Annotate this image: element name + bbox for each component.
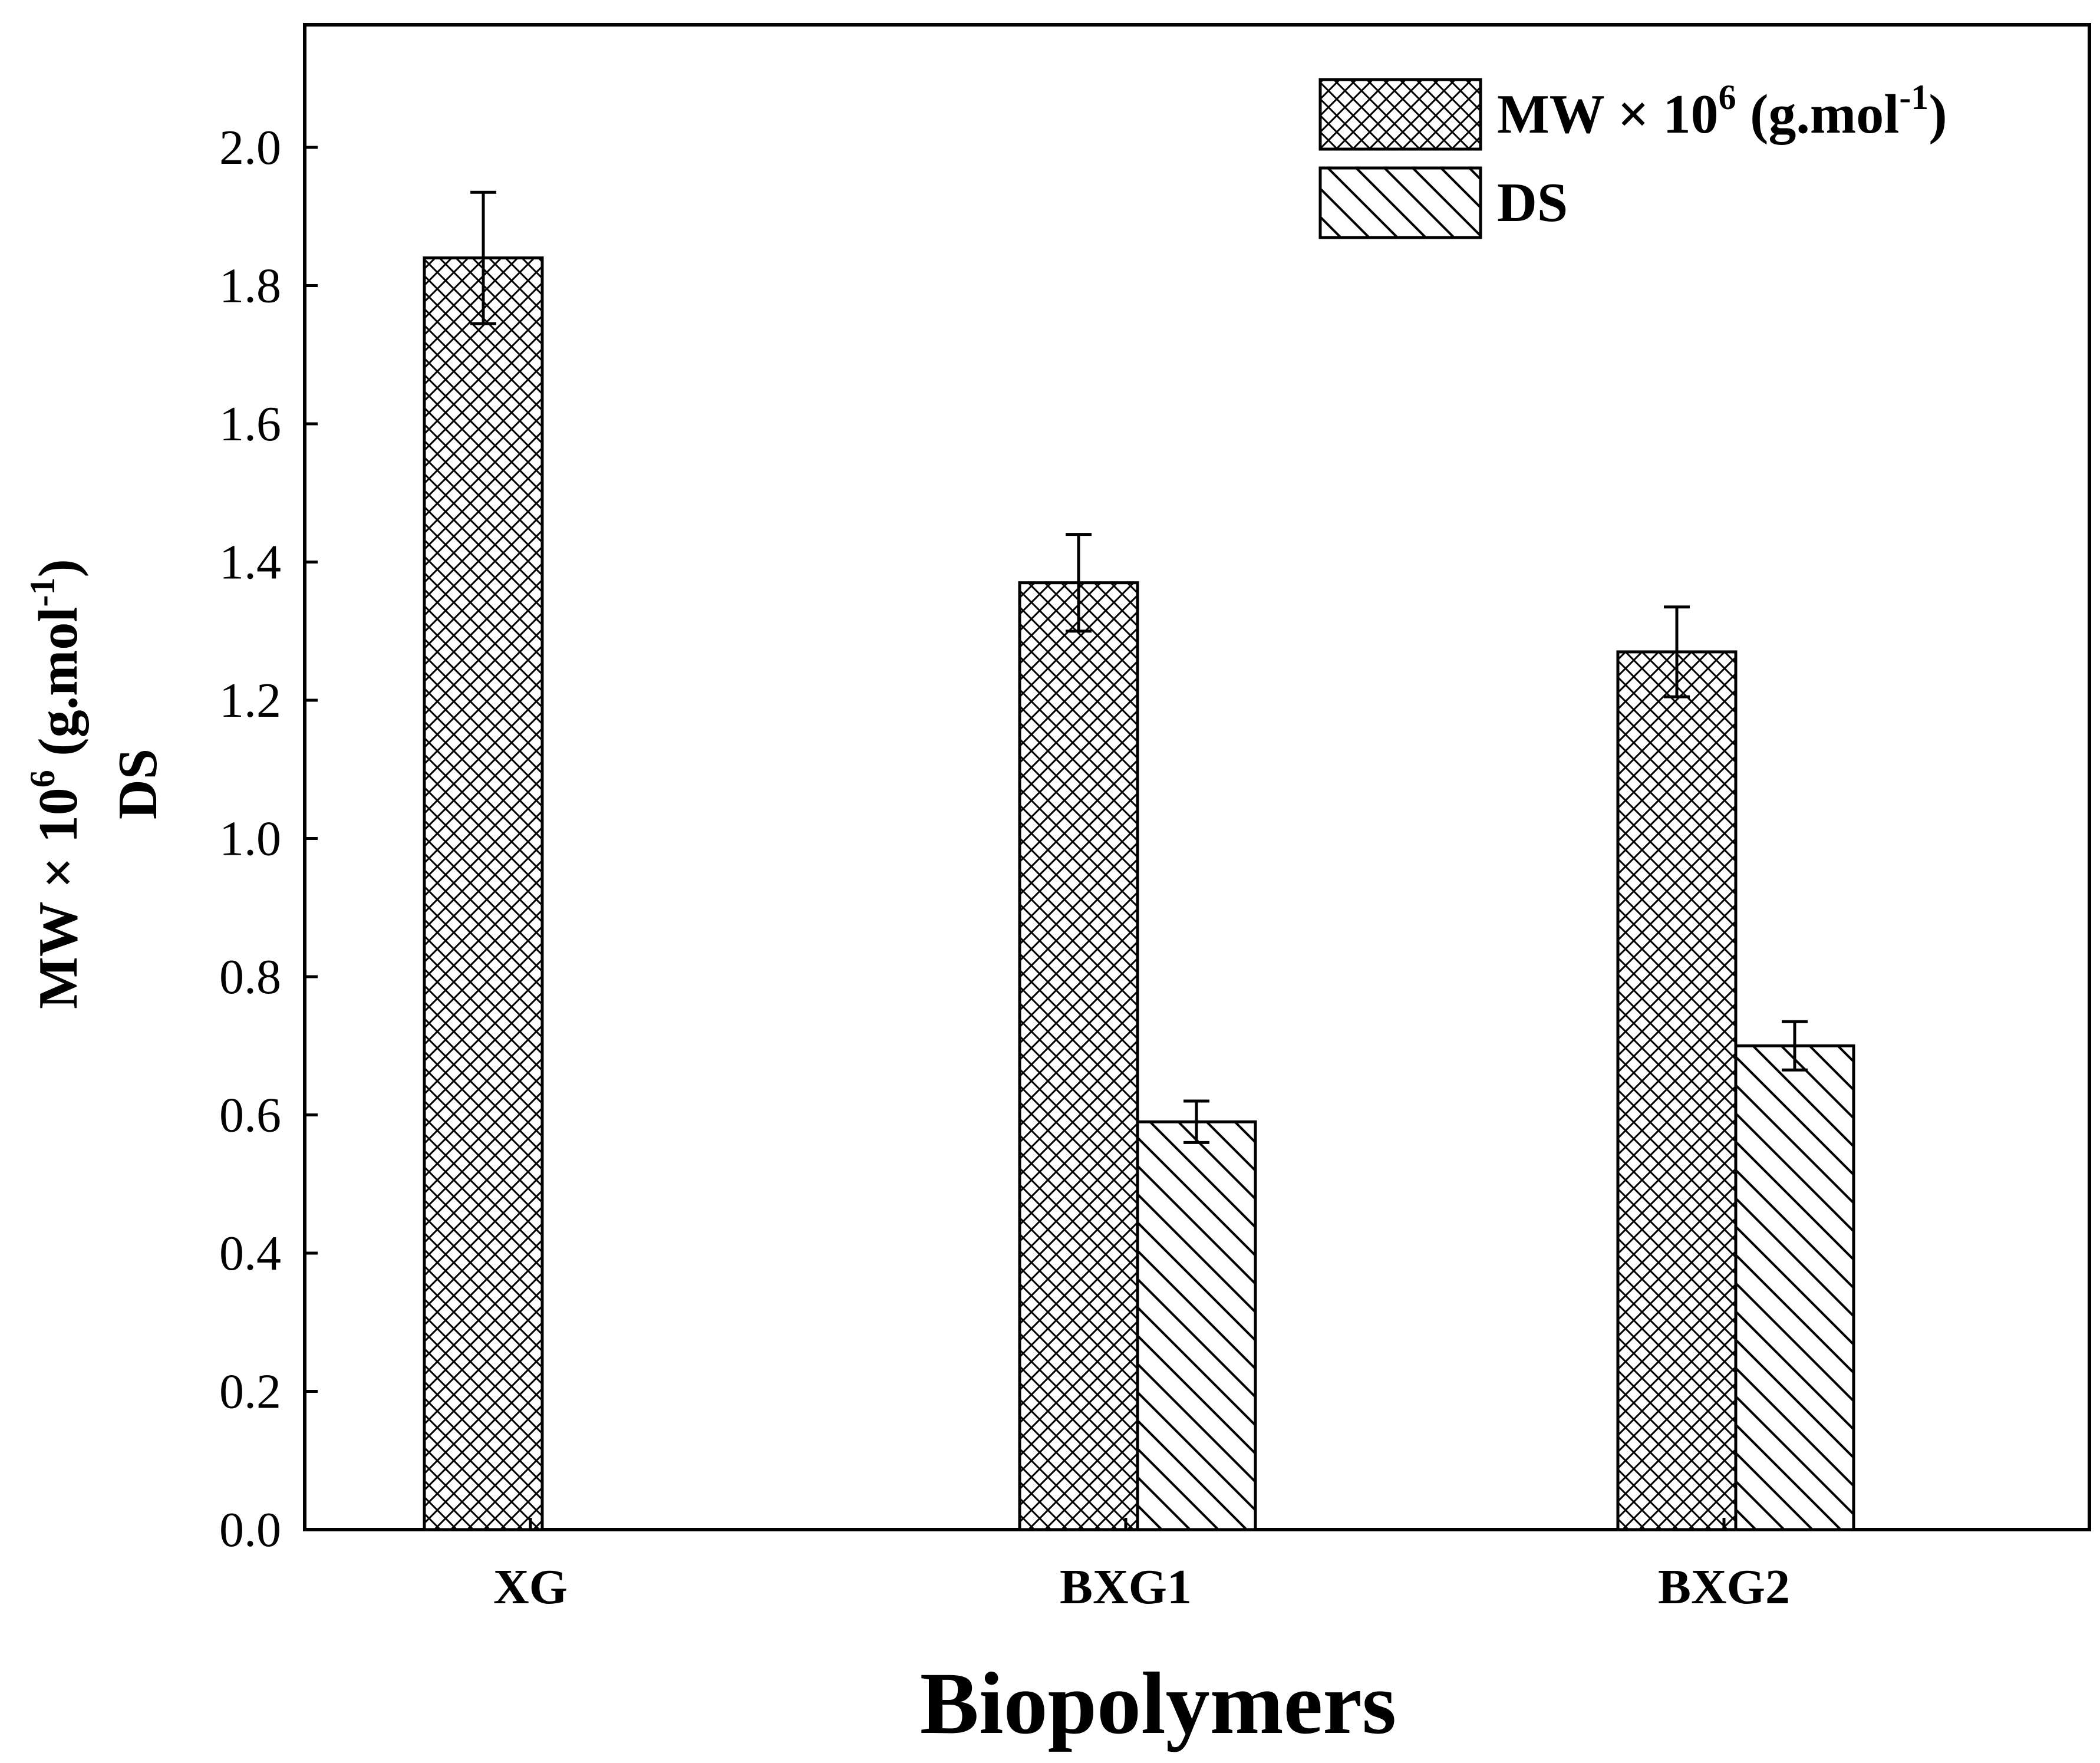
- y-tick-label: 1.6: [219, 397, 281, 452]
- x-tick-label: XG: [493, 1560, 568, 1614]
- x-axis-title: Biopolymers: [920, 1655, 1396, 1752]
- bars: [423, 256, 1855, 1531]
- y-tick-label: 1.4: [219, 535, 281, 590]
- y-tick-label: 0.8: [219, 950, 281, 1004]
- error-bars: [470, 190, 1808, 1144]
- y-tick-label: 2.0: [219, 120, 281, 175]
- y-tick-label: 0.4: [219, 1226, 281, 1281]
- legend-swatch-mw: [1318, 78, 1482, 151]
- y-axis: 0.0 0.2 0.4 0.6 0.8 1.0 1.2 1.4 1.6 1.8 2.0: [219, 120, 318, 1557]
- bar-mw-bxg2: [1616, 650, 1738, 1531]
- x-tick-label: BXG2: [1658, 1560, 1790, 1614]
- bar-mw-xg: [423, 256, 544, 1531]
- legend-label-ds: DS: [1497, 172, 1568, 233]
- svg-text:MW × 106 (g.mol-1): MW × 106 (g.mol-1): [23, 559, 89, 1009]
- y-tick-label: 0.2: [219, 1365, 281, 1419]
- y-tick-label: 1.0: [219, 812, 281, 866]
- bar-ds-bxg2: [1734, 1044, 1855, 1531]
- y-axis-title: MW × 106 (g.mol-1) DS: [23, 559, 169, 1009]
- y-tick-label: 0.0: [219, 1502, 281, 1557]
- y-tick-label: 1.2: [219, 673, 281, 728]
- legend-swatch-ds: [1318, 166, 1482, 239]
- bar-mw-bxg1: [1018, 581, 1139, 1531]
- svg-text:DS: DS: [107, 749, 169, 819]
- y-tick-label: 0.6: [219, 1088, 281, 1143]
- bar-ds-bxg1: [1136, 1120, 1257, 1531]
- legend-label-mw: MW × 106 (g.mol-1): [1497, 78, 1947, 145]
- x-tick-label: BXG1: [1060, 1560, 1192, 1614]
- x-axis: XG BXG1 BXG2: [493, 1518, 1790, 1614]
- legend: MW × 106 (g.mol-1) DS: [1318, 78, 1947, 239]
- y-tick-label: 1.8: [219, 259, 281, 314]
